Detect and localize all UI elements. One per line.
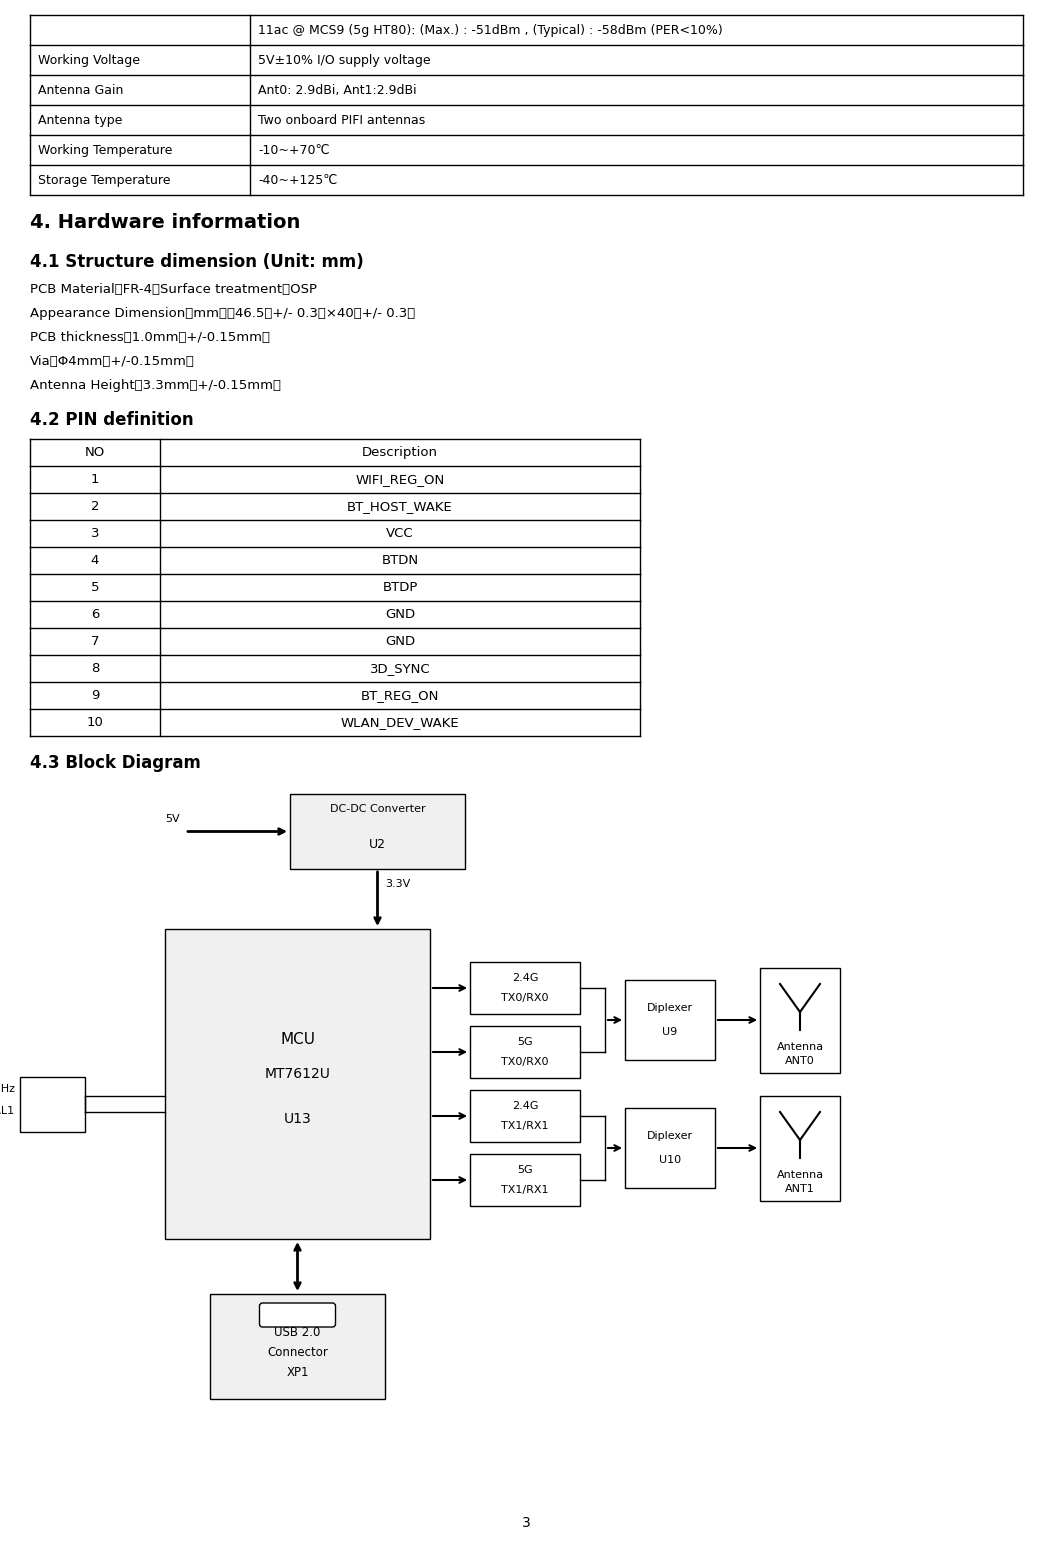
Text: 2: 2 [91,499,99,513]
Text: Ant0: 2.9dBi, Ant1:2.9dBi: Ant0: 2.9dBi, Ant1:2.9dBi [258,83,417,97]
Text: Description: Description [362,445,438,459]
Text: Diplexer: Diplexer [647,1003,693,1012]
Bar [470,1026,580,1079]
Text: 4. Hardware information: 4. Hardware information [29,213,300,233]
Text: Appearance Dimension（mm）：46.5（+/- 0.3）×40（+/- 0.3）: Appearance Dimension（mm）：46.5（+/- 0.3）×4… [29,307,415,321]
Text: Antenna type: Antenna type [38,114,122,126]
Text: TX1/RX1: TX1/RX1 [501,1120,549,1131]
Bar [470,1154,580,1207]
Text: Connector: Connector [267,1345,327,1359]
Bar [470,962,580,1014]
Text: 40MHz: 40MHz [0,1083,15,1094]
Text: NO: NO [85,445,105,459]
Bar [290,794,465,869]
Text: 10: 10 [86,717,103,729]
Text: TX1/RX1: TX1/RX1 [501,1185,549,1194]
Text: 5V: 5V [165,814,180,823]
Text: 8: 8 [91,663,99,675]
Text: USB 2.0: USB 2.0 [275,1325,321,1339]
Text: 3.3V: 3.3V [385,878,411,889]
Text: 4: 4 [91,555,99,567]
Text: 2.4G: 2.4G [512,972,538,983]
Text: U10: U10 [659,1156,681,1165]
Text: WLAN_DEV_WAKE: WLAN_DEV_WAKE [341,717,459,729]
Text: GND: GND [385,635,415,649]
Text: TX0/RX0: TX0/RX0 [501,1057,549,1066]
Text: 2.4G: 2.4G [512,1100,538,1111]
Text: 4.2 PIN definition: 4.2 PIN definition [29,411,194,428]
Bar [210,1294,385,1399]
Text: 7: 7 [91,635,99,649]
Text: Antenna: Antenna [776,1042,823,1053]
Text: 4.3 Block Diagram: 4.3 Block Diagram [29,754,201,772]
Text: -10~+70℃: -10~+70℃ [258,143,330,157]
Text: BTDN: BTDN [381,555,418,567]
Bar [165,929,430,1239]
Text: 3: 3 [91,527,99,539]
Text: BT_HOST_WAKE: BT_HOST_WAKE [347,499,453,513]
Text: XP1: XP1 [286,1365,309,1379]
Text: DC-DC Converter: DC-DC Converter [330,804,425,814]
Text: 5: 5 [91,581,99,593]
Text: U13: U13 [283,1113,312,1126]
Text: U2: U2 [369,837,386,851]
Text: WIFI_REG_ON: WIFI_REG_ON [355,473,444,485]
Text: 5G: 5G [517,1165,533,1174]
Text: Diplexer: Diplexer [647,1131,693,1140]
Text: 3: 3 [522,1516,531,1530]
Text: ANT1: ANT1 [786,1183,815,1194]
Text: GND: GND [385,609,415,621]
FancyBboxPatch shape [259,1304,336,1327]
Text: MT7612U: MT7612U [264,1066,331,1080]
Text: Working Voltage: Working Voltage [38,54,140,66]
Text: 4.1 Structure dimension (Unit: mm): 4.1 Structure dimension (Unit: mm) [29,253,363,271]
Text: 6: 6 [91,609,99,621]
Bar [625,980,715,1060]
Bar [20,1077,85,1131]
Text: 5V±10% I/O supply voltage: 5V±10% I/O supply voltage [258,54,431,66]
Text: XTAL1: XTAL1 [0,1106,15,1116]
Text: Antenna: Antenna [776,1170,823,1180]
Bar [760,968,840,1073]
Bar [470,1089,580,1142]
Text: 3D_SYNC: 3D_SYNC [370,663,431,675]
Text: 9: 9 [91,689,99,703]
Text: Via：Φ4mm（+/-0.15mm）: Via：Φ4mm（+/-0.15mm） [29,354,195,368]
Text: BT_REG_ON: BT_REG_ON [361,689,439,703]
Text: MCU: MCU [280,1031,315,1046]
Text: Working Temperature: Working Temperature [38,143,173,157]
Text: PCB Material：FR-4，Surface treatment：OSP: PCB Material：FR-4，Surface treatment：OSP [29,284,317,296]
Bar [625,1108,715,1188]
Text: 1: 1 [91,473,99,485]
Text: PCB thickness：1.0mm（+/-0.15mm）: PCB thickness：1.0mm（+/-0.15mm） [29,331,270,344]
Text: -40~+125℃: -40~+125℃ [258,174,337,186]
Text: VCC: VCC [386,527,414,539]
Text: BTDP: BTDP [382,581,418,593]
Bar [760,1096,840,1200]
Text: Antenna Gain: Antenna Gain [38,83,123,97]
Text: ANT0: ANT0 [786,1056,815,1066]
Text: Two onboard PIFI antennas: Two onboard PIFI antennas [258,114,425,126]
Text: 5G: 5G [517,1037,533,1046]
Text: Antenna Height：3.3mm（+/-0.15mm）: Antenna Height：3.3mm（+/-0.15mm） [29,379,281,391]
Text: TX0/RX0: TX0/RX0 [501,992,549,1003]
Text: 11ac @ MCS9 (5g HT80): (Max.) : -51dBm , (Typical) : -58dBm (PER<10%): 11ac @ MCS9 (5g HT80): (Max.) : -51dBm ,… [258,23,722,37]
Text: Storage Temperature: Storage Temperature [38,174,171,186]
Text: U9: U9 [662,1026,678,1037]
